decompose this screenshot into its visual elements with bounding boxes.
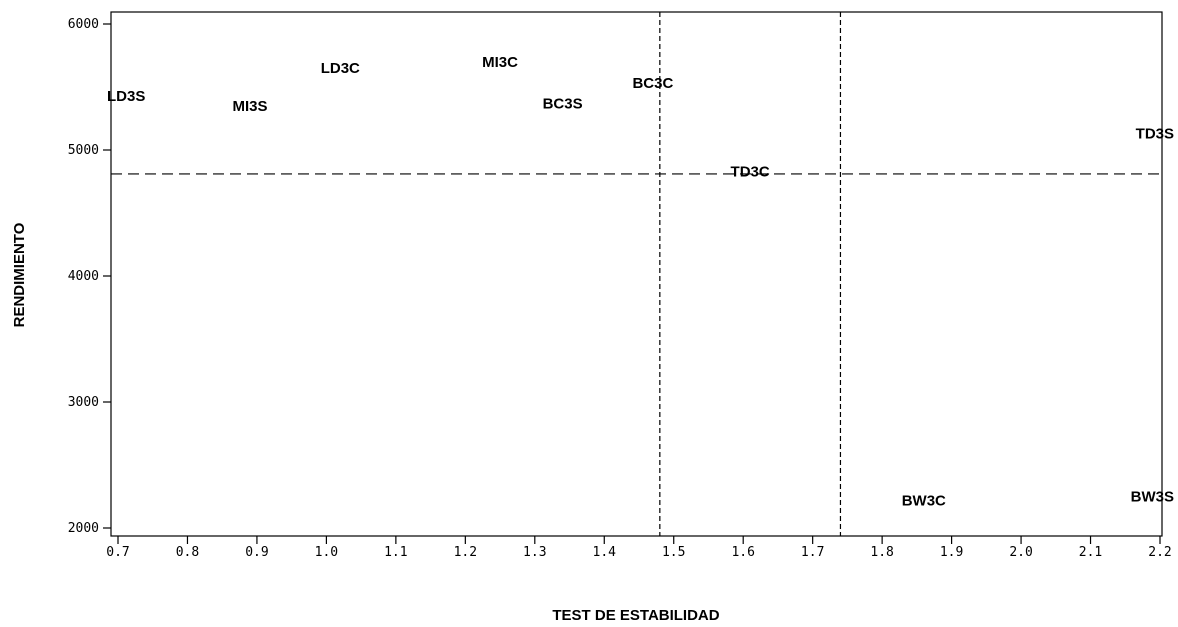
point-label-bc3s: BC3S <box>543 95 583 112</box>
x-tick-label: 1.1 <box>384 545 407 560</box>
point-label-td3c: TD3C <box>731 163 770 180</box>
plot-frame <box>110 11 1163 537</box>
point-label-bw3c: BW3C <box>902 492 946 509</box>
point-label-bw3s: BW3S <box>1131 489 1174 506</box>
x-axis-title: TEST DE ESTABILIDAD <box>552 607 719 624</box>
x-tick-label: 2.1 <box>1079 545 1102 560</box>
y-tick-label: 5000 <box>68 143 99 158</box>
x-tick-label: 2.2 <box>1148 545 1171 560</box>
data-point-labels: LD3S MI3S LD3C MI3C BC3S BC3C TD3C TD3S BW3C BW3S <box>107 54 1174 509</box>
point-label-td3s: TD3S <box>1136 126 1174 143</box>
x-tick-label: 1.6 <box>731 545 754 560</box>
x-tick-label: 1.0 <box>315 545 338 560</box>
y-tick-label: 6000 <box>68 17 99 32</box>
y-axis: 2000 3000 4000 5000 6000 <box>68 17 111 536</box>
point-label-ld3s: LD3S <box>107 88 145 105</box>
x-tick-label: 1.8 <box>870 545 893 560</box>
point-label-ld3c: LD3C <box>321 60 360 77</box>
x-tick-label: 1.9 <box>940 545 963 560</box>
x-tick-label: 0.8 <box>176 545 199 560</box>
x-tick-label: 1.3 <box>523 545 546 560</box>
x-tick-label: 0.7 <box>106 545 129 560</box>
y-tick-label: 2000 <box>68 521 99 536</box>
y-axis-title: RENDIMIENTO <box>11 222 28 327</box>
point-label-mi3c: MI3C <box>482 54 518 71</box>
x-tick-label: 1.4 <box>593 545 617 560</box>
reference-lines <box>111 12 1162 536</box>
y-tick-label: 4000 <box>68 269 99 284</box>
y-tick-label: 3000 <box>68 395 99 410</box>
point-label-mi3s: MI3S <box>232 98 267 115</box>
x-tick-label: 1.5 <box>662 545 685 560</box>
x-tick-label: 2.0 <box>1009 545 1032 560</box>
x-tick-label: 0.9 <box>245 545 268 560</box>
x-tick-label: 1.7 <box>801 545 824 560</box>
x-axis: 0.7 0.8 0.9 1.0 1.1 1.2 1.3 1.4 1.5 1.6 1.7 1.8 1.9 2… <box>106 536 1172 560</box>
point-label-bc3c: BC3C <box>632 75 673 92</box>
x-tick-label: 1.2 <box>454 545 477 560</box>
